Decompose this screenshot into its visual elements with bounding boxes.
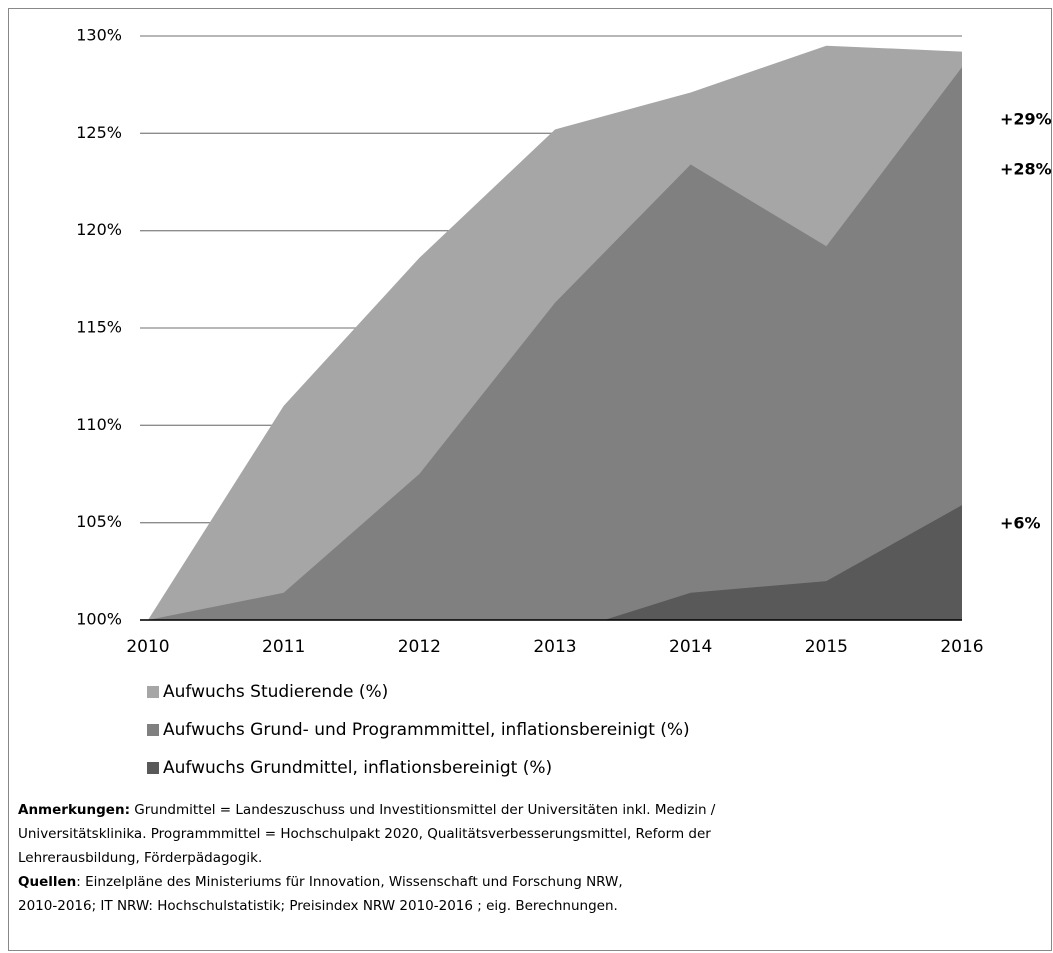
area bbox=[148, 505, 962, 620]
y-tick-label: 110% bbox=[76, 415, 122, 434]
note-line: 2010-2016; IT NRW: Hochschulstatistik; P… bbox=[18, 898, 618, 914]
y-tick-label: 125% bbox=[76, 123, 122, 142]
note-text: : Einzelpläne des Ministeriums für Innov… bbox=[76, 874, 622, 890]
note-label: Anmerkungen: bbox=[18, 802, 130, 818]
x-tick-label: 2014 bbox=[669, 637, 712, 657]
annotation: +6% bbox=[1000, 514, 1041, 533]
x-tick-label: 2013 bbox=[533, 637, 576, 657]
note-text: Lehrerausbildung, Förderpädagogik. bbox=[18, 850, 262, 866]
annotation: +29% bbox=[1000, 110, 1052, 129]
x-tick-label: 2011 bbox=[262, 637, 305, 657]
legend-label: Aufwuchs Studierende (%) bbox=[163, 682, 388, 702]
note-text: 2010-2016; IT NRW: Hochschulstatistik; P… bbox=[18, 898, 618, 914]
y-tick-label: 100% bbox=[76, 610, 122, 629]
x-tick-label: 2015 bbox=[805, 637, 848, 657]
y-tick-label: 115% bbox=[76, 318, 122, 337]
annotation: +28% bbox=[1000, 160, 1052, 179]
legend-label: Aufwuchs Grundmittel, inflationsbereinig… bbox=[163, 758, 552, 778]
x-tick-label: 2016 bbox=[940, 637, 983, 657]
note-text: Grundmittel = Landeszuschuss und Investi… bbox=[134, 802, 716, 818]
legend-label: Aufwuchs Grund- und Programmmittel, infl… bbox=[163, 720, 690, 740]
y-tick-label: 120% bbox=[76, 220, 122, 239]
note-label: Quellen bbox=[18, 874, 76, 890]
note-line: Quellen: Einzelpläne des Ministeriums fü… bbox=[18, 874, 623, 890]
note-line: Anmerkungen: Grundmittel = Landeszuschus… bbox=[18, 802, 716, 818]
x-tick-label: 2010 bbox=[126, 637, 169, 657]
y-tick-label: 105% bbox=[76, 512, 122, 531]
x-tick-label: 2012 bbox=[398, 637, 441, 657]
legend-swatch bbox=[147, 686, 159, 698]
legend-swatch bbox=[147, 762, 159, 774]
area bbox=[148, 67, 962, 620]
legend-swatch bbox=[147, 724, 159, 736]
note-text: Universitätsklinika. Programmmittel = Ho… bbox=[18, 826, 711, 842]
plot-area bbox=[148, 45, 962, 620]
y-tick-label: 130% bbox=[76, 26, 122, 45]
note-line: Lehrerausbildung, Förderpädagogik. bbox=[18, 850, 262, 866]
note-line: Universitätsklinika. Programmmittel = Ho… bbox=[18, 826, 711, 842]
